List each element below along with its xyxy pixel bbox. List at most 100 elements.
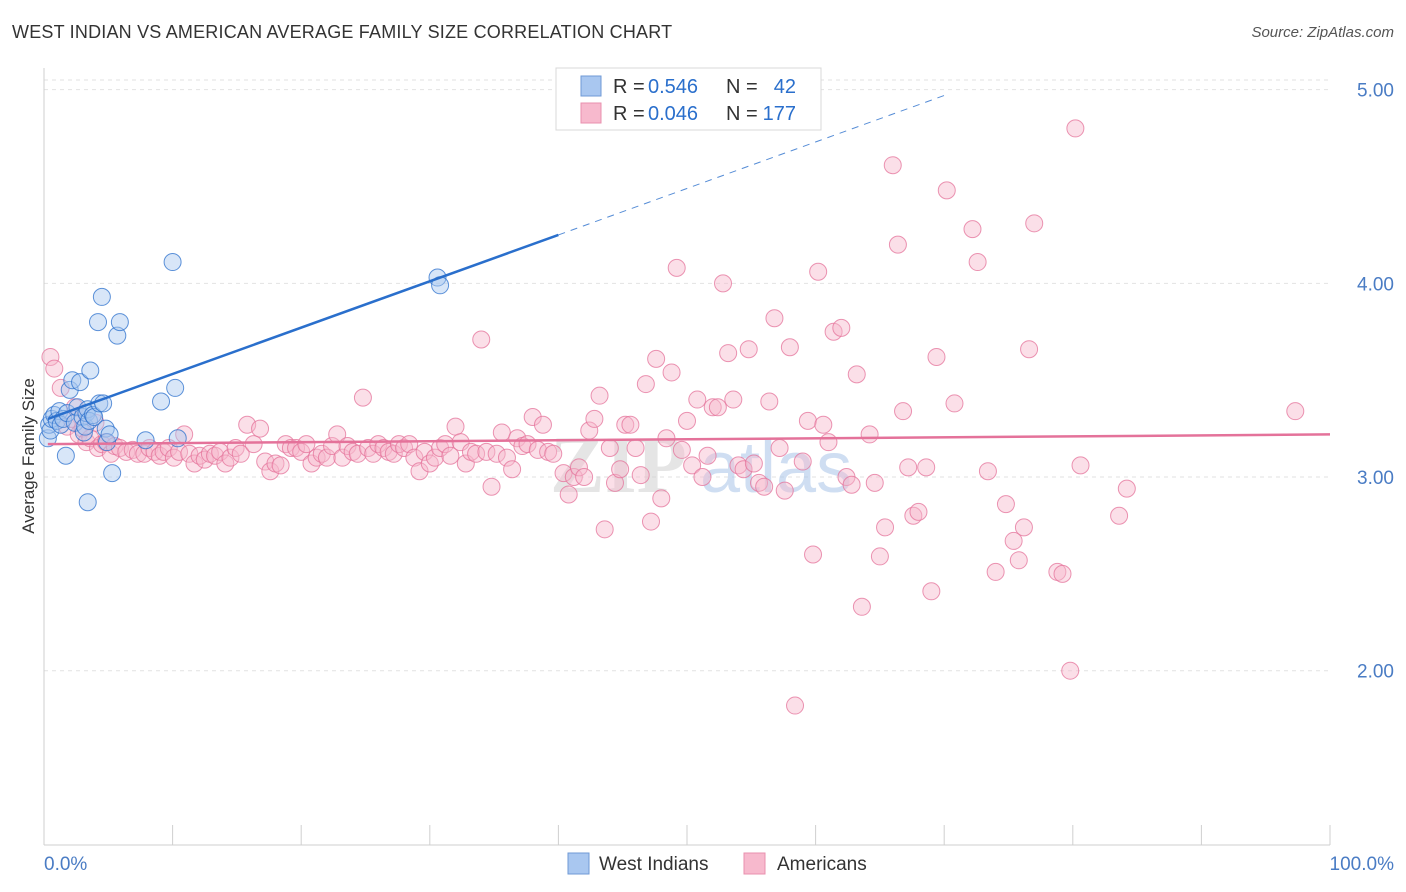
american-point bbox=[770, 438, 789, 457]
american-point bbox=[544, 444, 563, 463]
american-point bbox=[636, 375, 655, 394]
west-indian-point bbox=[103, 464, 122, 483]
american-point bbox=[1110, 506, 1129, 525]
american-point bbox=[1009, 551, 1028, 570]
trend-lines bbox=[47, 95, 1331, 446]
american-point bbox=[945, 394, 964, 413]
american-point bbox=[216, 454, 235, 473]
american-point bbox=[585, 409, 604, 428]
american-point bbox=[683, 456, 702, 475]
american-point bbox=[1286, 402, 1305, 421]
american-point bbox=[1071, 456, 1090, 475]
american-point bbox=[251, 419, 270, 438]
american-point bbox=[616, 415, 635, 434]
legend-swatch-americans bbox=[580, 102, 602, 124]
american-point bbox=[348, 444, 367, 463]
y-tick-label: 4.00 bbox=[1357, 274, 1394, 295]
american-point bbox=[714, 274, 733, 293]
american-point bbox=[832, 318, 851, 337]
american-point bbox=[1025, 214, 1044, 233]
american-point bbox=[317, 448, 336, 467]
american-point bbox=[978, 462, 997, 481]
american-point bbox=[195, 450, 214, 469]
american-point bbox=[1117, 479, 1136, 498]
american-point bbox=[963, 220, 982, 239]
american-point bbox=[575, 468, 594, 487]
x-tick-label-min: 0.0% bbox=[44, 854, 87, 875]
west-indian-point bbox=[152, 392, 171, 411]
american-point bbox=[523, 407, 542, 426]
american-point bbox=[937, 181, 956, 200]
american-point bbox=[739, 340, 758, 359]
americans-trend-line bbox=[47, 433, 1331, 446]
data-points bbox=[38, 119, 1305, 715]
legend-r-label-1: R = bbox=[613, 103, 645, 125]
american-point bbox=[703, 398, 722, 417]
west-indian-point bbox=[63, 371, 82, 390]
y-axis-label: Average Family Size bbox=[19, 378, 38, 534]
west-indian-point bbox=[136, 431, 155, 450]
american-point bbox=[708, 398, 727, 417]
west-indian-point bbox=[100, 425, 119, 444]
watermark: ZIP atlas bbox=[550, 419, 852, 510]
american-point bbox=[333, 448, 352, 467]
american-point bbox=[221, 448, 240, 467]
american-point bbox=[899, 458, 918, 477]
west-indian-point bbox=[92, 287, 111, 306]
american-point bbox=[1066, 119, 1085, 138]
legend-r-value-0: 0.546 bbox=[648, 76, 698, 98]
american-point bbox=[621, 415, 640, 434]
y-tick-label: 3.00 bbox=[1357, 468, 1394, 489]
american-point bbox=[641, 512, 660, 531]
stats-legend: R = 0.546 N = 42 R = 0.046 N = 177 bbox=[555, 67, 822, 131]
american-point bbox=[41, 347, 60, 366]
chart-title: WEST INDIAN VS AMERICAN AVERAGE FAMILY S… bbox=[12, 22, 673, 42]
american-point bbox=[927, 347, 946, 366]
west-indian-point bbox=[94, 394, 113, 413]
west-indian-point bbox=[56, 446, 75, 465]
american-point bbox=[441, 446, 460, 465]
american-point bbox=[724, 390, 743, 409]
american-point bbox=[482, 477, 501, 496]
american-point bbox=[809, 262, 828, 281]
american-point bbox=[917, 458, 936, 477]
american-point bbox=[734, 460, 753, 479]
west-indian-point bbox=[89, 313, 108, 332]
american-point bbox=[922, 582, 941, 601]
american-point bbox=[814, 415, 833, 434]
american-point bbox=[420, 454, 439, 473]
american-point bbox=[281, 438, 300, 457]
american-point bbox=[819, 433, 838, 452]
american-point bbox=[415, 442, 434, 461]
american-point bbox=[1020, 340, 1039, 359]
american-point bbox=[359, 438, 378, 457]
legend-r-label-0: R = bbox=[613, 76, 645, 98]
american-point bbox=[1061, 661, 1080, 680]
american-point bbox=[744, 454, 763, 473]
american-point bbox=[595, 520, 614, 539]
x-tick-label-max: 100.0% bbox=[1330, 854, 1395, 875]
chart-source: Source: ZipAtlas.com bbox=[1251, 24, 1394, 41]
y-tick-label: 2.00 bbox=[1357, 662, 1394, 683]
watermark-atlas: atlas bbox=[700, 428, 852, 508]
american-point bbox=[487, 444, 506, 463]
american-point bbox=[842, 475, 861, 494]
american-point bbox=[986, 562, 1005, 581]
west-indians-trend-line bbox=[47, 233, 559, 421]
american-point bbox=[497, 448, 516, 467]
american-point bbox=[865, 473, 884, 492]
american-point bbox=[780, 338, 799, 357]
american-point bbox=[1053, 564, 1072, 583]
american-point bbox=[793, 452, 812, 471]
american-point bbox=[888, 235, 907, 254]
west-indian-point bbox=[41, 421, 60, 440]
american-point bbox=[755, 477, 774, 496]
american-point bbox=[804, 545, 823, 564]
american-point bbox=[996, 495, 1015, 514]
legend-r-value-1: 0.046 bbox=[648, 103, 698, 125]
west-indian-point bbox=[163, 253, 182, 272]
american-point bbox=[353, 388, 372, 407]
american-point bbox=[662, 363, 681, 382]
american-point bbox=[271, 456, 290, 475]
